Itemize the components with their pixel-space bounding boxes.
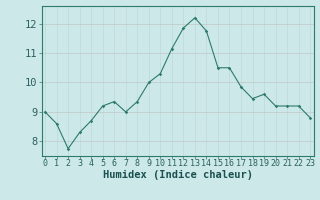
X-axis label: Humidex (Indice chaleur): Humidex (Indice chaleur) (103, 170, 252, 180)
